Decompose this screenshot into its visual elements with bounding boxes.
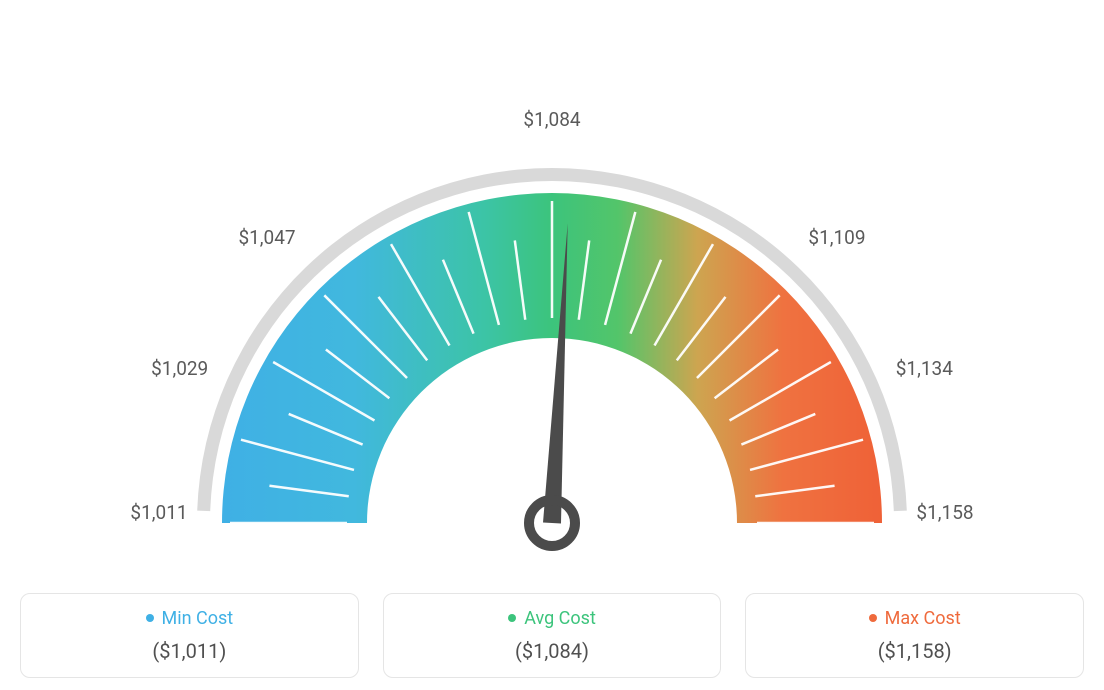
legend-dot-icon bbox=[869, 614, 877, 622]
gauge-tick-label: $1,084 bbox=[523, 108, 580, 131]
gauge-tick-label: $1,134 bbox=[896, 356, 953, 379]
gauge-svg: $1,011 $1,029 $1,047 $1,084 $1,109 $1,134 $1,1… bbox=[22, 13, 1082, 573]
gauge-tick-label: $1,011 bbox=[130, 501, 187, 524]
legend-card-header: Min Cost bbox=[41, 608, 338, 629]
gauge-chart: $1,011 $1,029 $1,047 $1,084 $1,109 $1,134 $1,1… bbox=[0, 13, 1104, 573]
legend-value: ($1,011) bbox=[41, 639, 338, 663]
gauge-tick-label: $1,109 bbox=[808, 226, 865, 249]
legend-container: Min Cost ($1,011) Avg Cost ($1,084) Max Cost… bbox=[0, 593, 1104, 678]
legend-label: Min Cost bbox=[162, 608, 234, 629]
legend-dot-icon bbox=[146, 614, 154, 622]
legend-card-header: Avg Cost bbox=[404, 608, 701, 629]
legend-value: ($1,084) bbox=[404, 639, 701, 663]
legend-label: Max Cost bbox=[885, 608, 961, 629]
gauge-tick-label: $1,158 bbox=[916, 501, 973, 524]
legend-card-header: Max Cost bbox=[766, 608, 1063, 629]
legend-value: ($1,158) bbox=[766, 639, 1063, 663]
legend-dot-icon bbox=[508, 614, 516, 622]
legend-card: Min Cost ($1,011) bbox=[20, 593, 359, 678]
legend-label: Avg Cost bbox=[524, 608, 596, 629]
gauge-tick-label: $1,029 bbox=[151, 356, 208, 379]
legend-card: Max Cost ($1,158) bbox=[745, 593, 1084, 678]
gauge-tick-label: $1,047 bbox=[238, 226, 295, 249]
legend-card: Avg Cost ($1,084) bbox=[383, 593, 722, 678]
